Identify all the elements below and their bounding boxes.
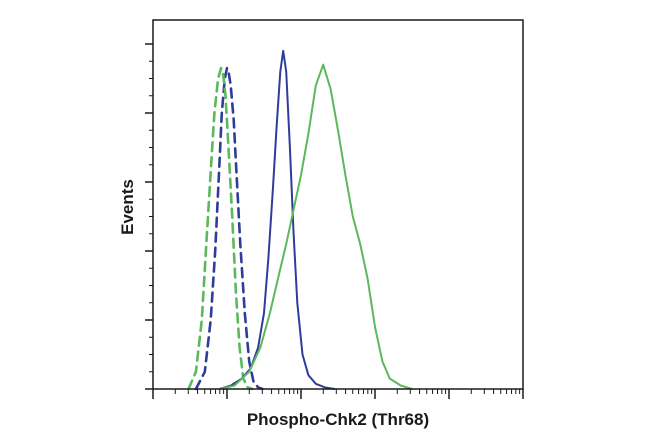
x-axis-minor-ticks bbox=[174, 389, 521, 394]
y-axis-ticks bbox=[145, 43, 153, 390]
x-axis-major-ticks bbox=[152, 389, 524, 399]
series-line-2-dashed bbox=[187, 66, 254, 391]
y-axis-label: Events bbox=[118, 179, 137, 235]
series-line-3-solid bbox=[218, 49, 336, 390]
series-layer bbox=[187, 49, 413, 391]
plot-frame bbox=[152, 19, 524, 390]
series-line-1-dashed bbox=[194, 66, 264, 391]
series-line-4-solid bbox=[218, 63, 413, 390]
x-axis-label: Phospho-Chk2 (Thr68) bbox=[247, 410, 429, 429]
